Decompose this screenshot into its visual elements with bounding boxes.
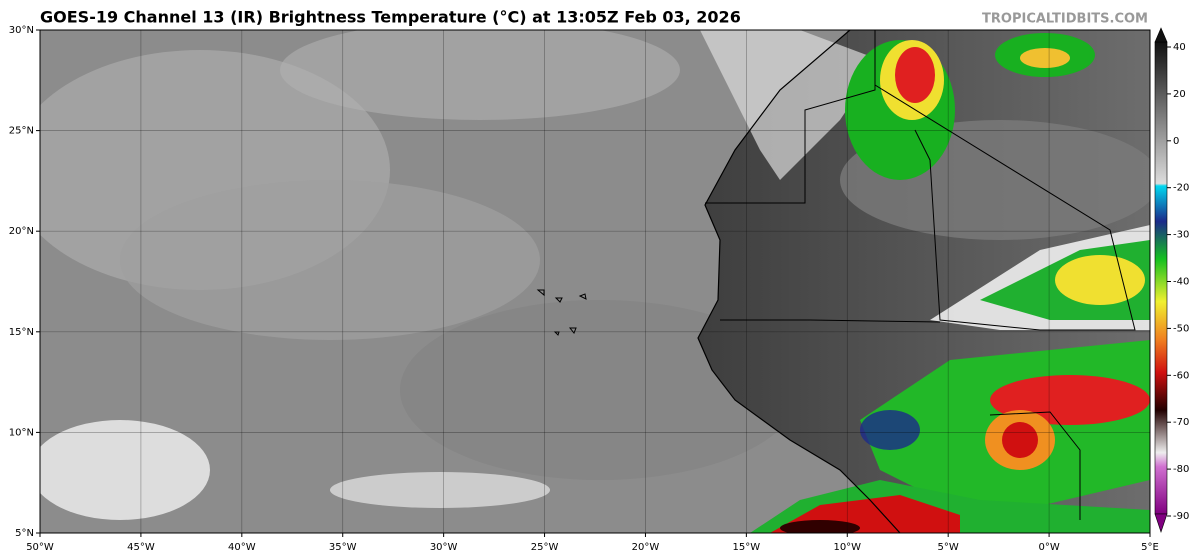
colorbar-tick-label: 0 <box>1173 136 1179 147</box>
lon-tick-label: 10°W <box>833 542 861 553</box>
colorbar-tick-label: -70 <box>1173 417 1189 428</box>
lat-tick-label: 30°N <box>9 25 34 36</box>
colorbar-tick-label: -30 <box>1173 230 1189 241</box>
colorbar-extend-bottom <box>1154 513 1168 533</box>
colorbar-extend-top <box>1154 27 1168 43</box>
colorbar: 40 20 0 -20 -30 -40 -50 -60 -70 -80 -90 <box>1154 27 1189 533</box>
lon-tick-label: 5°E <box>1141 542 1159 553</box>
lat-tick-label: 15°N <box>9 327 34 338</box>
map-frame <box>39 29 1151 534</box>
colorbar-tick-label: 40 <box>1173 42 1186 53</box>
lon-tick-label: 25°W <box>531 542 559 553</box>
colorbar-tick-label: -40 <box>1173 277 1189 288</box>
colorbar-tick-label: -80 <box>1173 464 1189 475</box>
lon-tick-label: 15°W <box>733 542 761 553</box>
lon-tick-label: 50°W <box>26 542 54 553</box>
lon-tick-label: 0°W <box>1038 542 1059 553</box>
lon-tick-label: 45°W <box>127 542 155 553</box>
colorbar-tick-label: -60 <box>1173 370 1189 381</box>
title: GOES-19 Channel 13 (IR) Brightness Tempe… <box>40 8 741 27</box>
lat-tick-label: 20°N <box>9 226 34 237</box>
colorbar-tick-label: 20 <box>1173 89 1186 100</box>
lat-tick-label: 5°N <box>15 528 34 539</box>
colorbar-tick-label: -90 <box>1173 511 1189 522</box>
lon-tick-label: 40°W <box>228 542 256 553</box>
lon-tick-label: 30°W <box>430 542 458 553</box>
lat-tick-label: 25°N <box>9 126 34 137</box>
lon-tick-label: 20°W <box>632 542 660 553</box>
colorbar-scale <box>1154 41 1168 515</box>
lon-tick-label: 35°W <box>329 542 357 553</box>
lat-tick-label: 10°N <box>9 427 34 438</box>
satellite-image <box>40 30 1150 533</box>
colorbar-tick-label: -20 <box>1173 183 1189 194</box>
colorbar-tick-label: -50 <box>1173 323 1189 334</box>
credit: TROPICALTIDBITS.COM <box>982 12 1148 27</box>
lon-tick-label: 5°W <box>938 542 959 553</box>
